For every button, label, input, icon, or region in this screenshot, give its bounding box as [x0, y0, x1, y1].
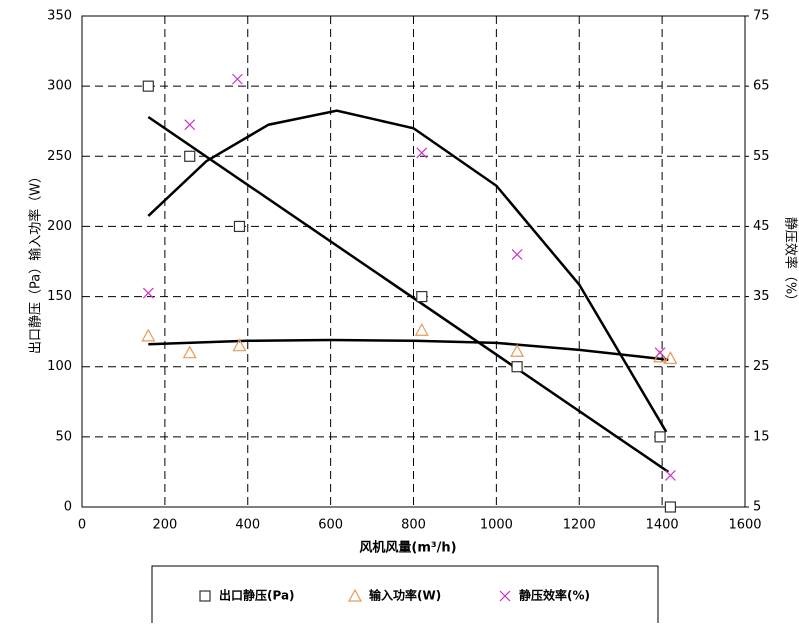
square-marker [184, 150, 196, 162]
cross-marker [416, 147, 428, 159]
y2-tick-label: 75 [753, 9, 770, 24]
x-tick-label: 1000 [480, 518, 513, 533]
y-tick-label: 50 [55, 429, 72, 444]
y2-tick-label: 5 [753, 500, 761, 515]
legend-label: 输入功率(W) [369, 588, 441, 603]
y2-tick-label: 45 [753, 219, 770, 234]
x-tick-label: 1600 [728, 518, 761, 533]
triangle-marker [232, 338, 247, 352]
trend-line [148, 338, 669, 361]
square-marker [142, 80, 154, 92]
legend-marker [499, 590, 511, 602]
trend-line [147, 109, 668, 433]
triangle-marker [141, 328, 156, 342]
y-tick-label: 200 [47, 219, 72, 234]
y2-tick-label: 15 [753, 429, 770, 444]
y-tick-label: 250 [47, 149, 72, 164]
y2-axis-label: 静压效率（%） [783, 217, 799, 307]
y2-tick-label: 35 [753, 289, 770, 304]
square-marker [664, 501, 677, 513]
triangle-marker [510, 344, 525, 357]
x-tick-label: 400 [235, 518, 260, 533]
y2-tick-label: 25 [753, 359, 770, 374]
cross-marker [511, 249, 523, 260]
triangle-marker [414, 322, 429, 336]
cross-marker [184, 119, 196, 131]
triangle-marker [663, 351, 678, 364]
cross-marker [664, 470, 676, 481]
y-tick-label: 300 [47, 79, 72, 94]
x-tick-label: 800 [401, 518, 426, 533]
legend-label: 出口静压(Pa) [219, 588, 295, 603]
y-tick-label: 350 [47, 9, 72, 24]
legend-marker [347, 588, 363, 602]
legend-box [151, 565, 659, 627]
legend-label: 静压效率(%) [519, 588, 590, 603]
cross-marker [231, 73, 243, 85]
x-axis-label: 风机风量(m³/h) [359, 540, 456, 556]
x-tick-label: 200 [152, 518, 177, 533]
square-marker [654, 431, 666, 443]
y-tick-label: 100 [47, 359, 72, 374]
square-marker [233, 220, 246, 233]
x-tick-label: 0 [78, 518, 86, 533]
square-marker [511, 361, 523, 373]
x-tick-label: 600 [318, 518, 343, 533]
square-marker [416, 290, 428, 303]
legend-marker [199, 590, 211, 602]
y-tick-label: 0 [64, 500, 72, 515]
trend-line [147, 115, 670, 473]
y2-tick-label: 55 [753, 149, 770, 164]
y2-tick-label: 65 [753, 79, 770, 94]
x-tick-label: 1400 [646, 518, 679, 533]
triangle-marker [182, 345, 197, 359]
cross-marker [142, 287, 154, 299]
y-axis-label: 出口静压（Pa）输入功率（W） [28, 170, 44, 354]
cross-marker [654, 347, 666, 359]
x-tick-label: 1200 [563, 518, 596, 533]
y-tick-label: 150 [47, 289, 72, 304]
